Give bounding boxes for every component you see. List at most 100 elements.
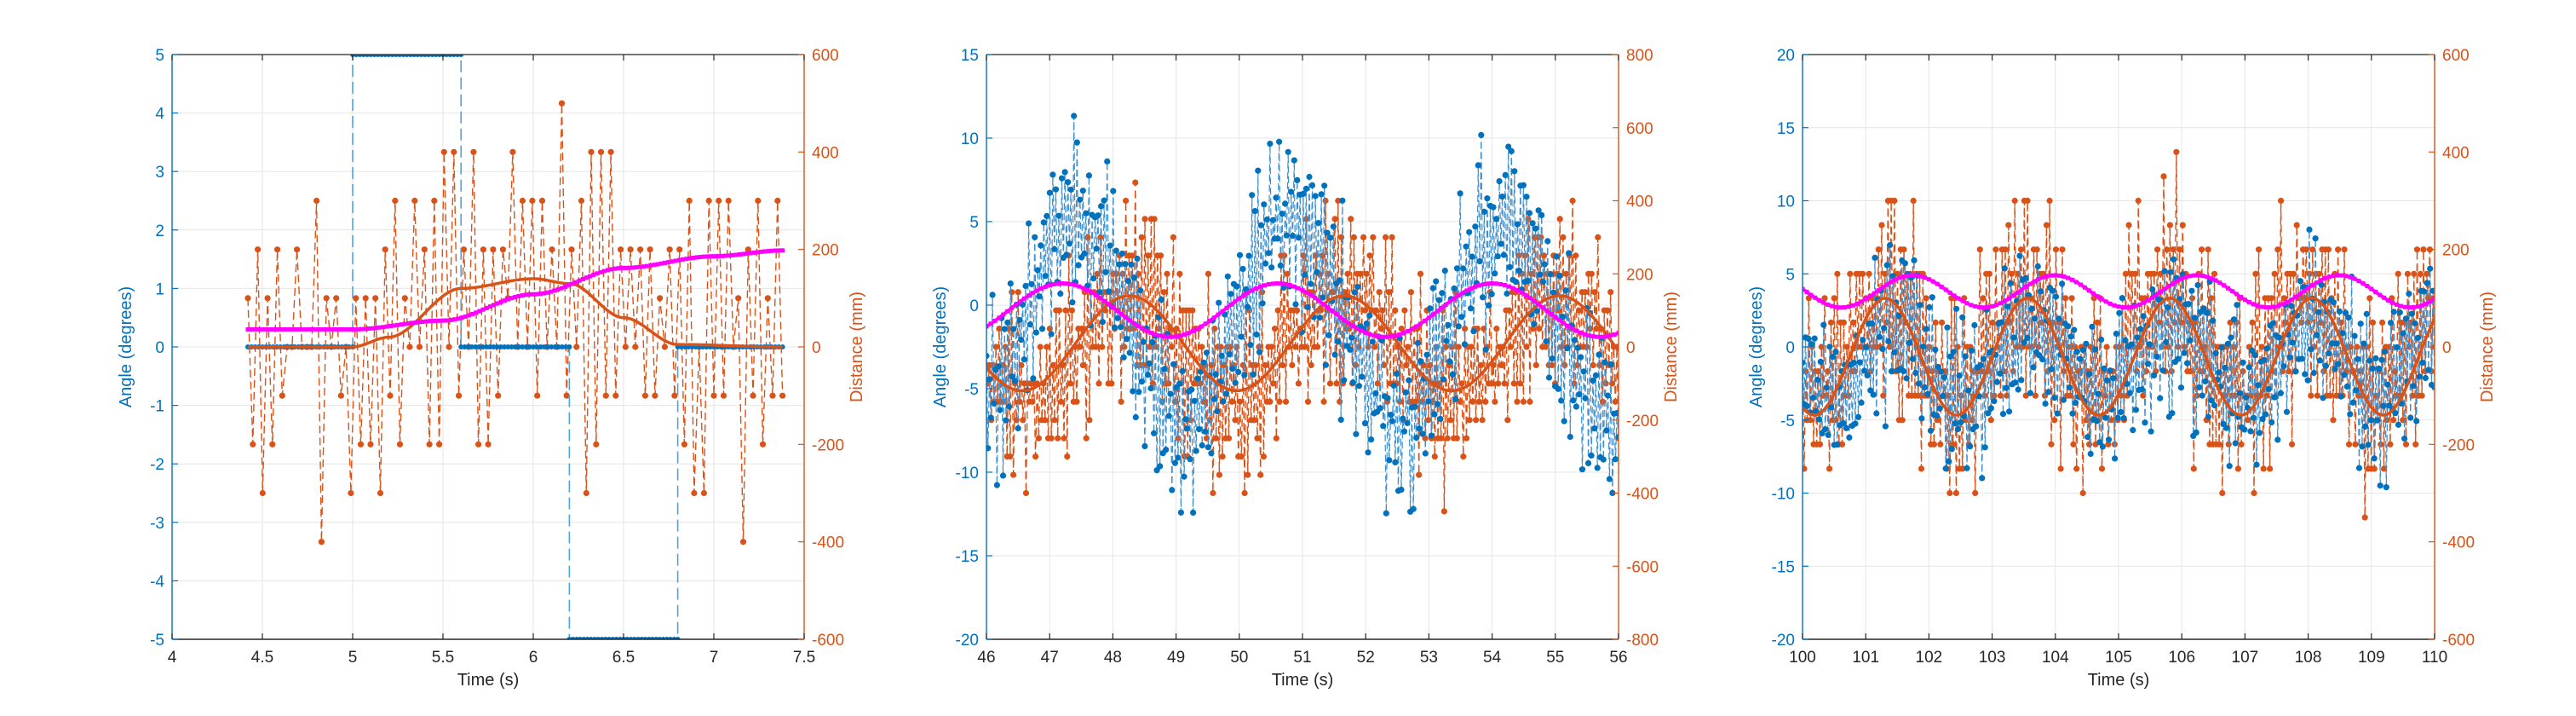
angle-point — [1803, 359, 1806, 367]
angle-point — [2401, 435, 2408, 442]
angle-smooth-point — [1330, 309, 1335, 313]
angle-point — [2148, 428, 2154, 435]
angle-point — [1330, 223, 1337, 230]
distance-point — [1216, 471, 1222, 478]
distance-point — [2011, 197, 2018, 205]
angle-smooth-point — [1178, 333, 1182, 338]
angle-point — [1952, 420, 1958, 427]
distance-point — [1910, 197, 1917, 205]
angle-smooth-point — [652, 263, 657, 268]
distance-point — [1923, 295, 1929, 302]
angle-point — [2105, 436, 2113, 443]
distance-point — [657, 295, 664, 302]
angle-point — [1860, 337, 1866, 344]
angle-smooth-point — [384, 324, 389, 329]
angle-point — [1057, 291, 1064, 297]
angle-point — [1322, 361, 1329, 368]
angle-point — [1461, 341, 1468, 348]
angle-smooth-point — [1456, 293, 1461, 298]
angle-point — [1315, 220, 1322, 227]
angle-point — [1457, 190, 1463, 197]
angle-smooth-point — [1338, 315, 1343, 320]
distance-point — [250, 441, 256, 448]
angle-point — [1885, 338, 1892, 344]
distance-point — [716, 197, 722, 205]
angle-point — [1111, 324, 1118, 331]
angle-point — [1155, 314, 1162, 320]
angle-smooth-point — [1401, 331, 1406, 336]
angle-point — [2210, 317, 2217, 324]
angle-smooth-point — [698, 255, 703, 259]
distance-point — [1463, 435, 1470, 442]
angle-point — [1858, 399, 1865, 406]
angle-smooth-point — [559, 286, 564, 291]
angle-smooth-point — [1321, 302, 1326, 307]
angle-point — [1605, 392, 1612, 399]
distance-point — [1051, 417, 1058, 424]
x-tick-label: 46 — [977, 649, 995, 667]
left-y-tick-label: 15 — [1777, 120, 1795, 138]
left-y-tick-label: 10 — [961, 130, 979, 148]
angle-smooth-point — [684, 257, 689, 262]
distance-point — [2304, 319, 2311, 326]
angle-smooth-point — [1826, 302, 1831, 307]
distance-point — [367, 441, 374, 448]
angle-smooth-point — [2378, 292, 2383, 297]
angle-smooth-point — [2116, 304, 2121, 309]
distance-point — [1514, 398, 1521, 405]
distance-point — [720, 392, 727, 399]
angle-point — [1124, 336, 1130, 343]
angle-smooth-point — [1077, 284, 1082, 289]
angle-smooth-point — [2365, 284, 2370, 289]
distance-point — [2135, 197, 2142, 205]
distance-point — [1517, 380, 1524, 387]
distance-point — [1020, 417, 1026, 424]
angle-point — [1205, 444, 1211, 451]
angle-smooth-point — [1884, 282, 1889, 287]
distance-point — [583, 489, 589, 497]
distance-point — [2033, 246, 2040, 253]
angle-point — [1283, 232, 1290, 239]
distance-point — [2062, 295, 2069, 302]
distance-point — [1959, 465, 1966, 472]
angle-point — [2165, 304, 2171, 311]
angle-point — [2384, 381, 2391, 388]
distance-point — [2051, 417, 2058, 424]
angle-smooth-point — [452, 317, 457, 322]
angle-smooth-point — [1186, 331, 1191, 336]
angle-point — [2245, 364, 2252, 371]
angle-point — [1212, 371, 1219, 378]
distance-point — [1095, 380, 1102, 387]
angle-smooth-point — [663, 260, 667, 265]
angle-smooth-point — [1090, 290, 1095, 295]
x-axis-ticks: 46 47 48 49 50 51 52 53 54 55 56 — [977, 55, 1628, 667]
angle-point — [2071, 326, 2078, 333]
distance-point — [377, 489, 384, 497]
angle-smooth-point — [520, 293, 525, 297]
angle-point — [1247, 342, 1254, 349]
angle-point — [1018, 337, 1025, 344]
distance-point — [2412, 441, 2419, 448]
distance-point — [1366, 252, 1373, 259]
angle-point — [2263, 345, 2270, 352]
x-tick-label: 108 — [2295, 649, 2322, 667]
x-tick-label: 106 — [2168, 649, 2195, 667]
angle-smooth-point — [1194, 326, 1199, 332]
distance-point — [1314, 344, 1321, 350]
angle-point — [1502, 171, 1509, 178]
angle-smooth-point — [1123, 315, 1128, 320]
distance-point — [1078, 326, 1085, 332]
angle-smooth-point — [1880, 285, 1885, 290]
angle-point — [1962, 353, 1969, 360]
distance-point — [1295, 380, 1302, 387]
distance-point — [1986, 270, 1992, 277]
angle-point — [2199, 392, 2205, 399]
angle-point — [1944, 324, 1951, 331]
angle-smooth-point — [2162, 286, 2167, 292]
angle-point — [1181, 473, 1187, 480]
angle-smooth-point — [470, 311, 475, 316]
angle-smooth-point — [1897, 275, 1902, 280]
angle-smooth-point — [2074, 280, 2079, 285]
angle-point — [473, 344, 479, 349]
